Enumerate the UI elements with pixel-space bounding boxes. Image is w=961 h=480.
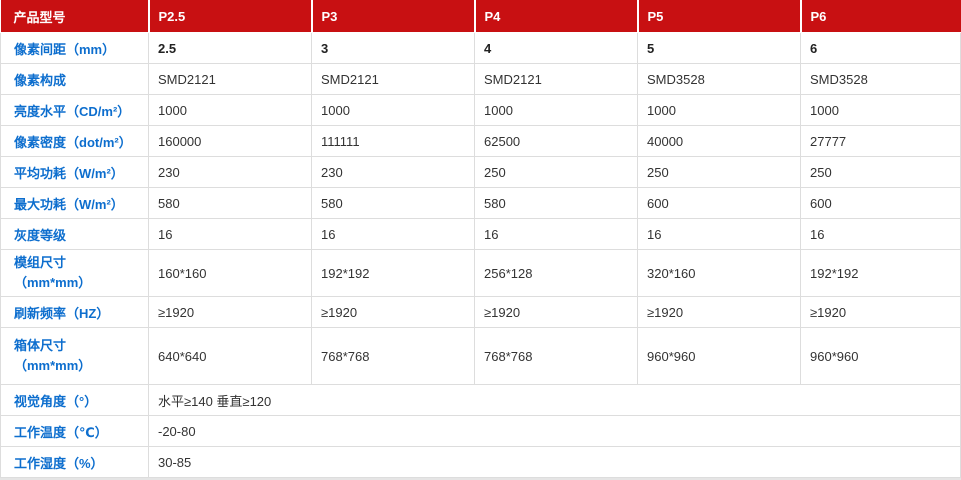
table-cell: 16 <box>800 218 961 250</box>
table-cell: 250 <box>637 156 801 188</box>
table-cell: 16 <box>311 218 475 250</box>
table-cell: 1000 <box>474 94 638 126</box>
row-label: 刷新频率（HZ） <box>0 296 149 328</box>
table-cell: ≥1920 <box>474 296 638 328</box>
table-cell: ≥1920 <box>148 296 312 328</box>
row-pixel-composition: 像素构成 SMD2121 SMD2121 SMD2121 SMD3528 SMD… <box>0 63 961 95</box>
row-module-size: 模组尺寸 （mm*mm） 160*160 192*192 256*128 320… <box>0 249 961 297</box>
table-cell: 27777 <box>800 125 961 157</box>
table-cell: ≥1920 <box>311 296 475 328</box>
header-col-p6: P6 <box>800 0 961 33</box>
table-cell: 62500 <box>474 125 638 157</box>
row-label: 亮度水平（CD/m²） <box>0 94 149 126</box>
row-label: 模组尺寸 （mm*mm） <box>0 249 149 297</box>
table-cell: 1000 <box>311 94 475 126</box>
table-cell: 580 <box>311 187 475 219</box>
table-cell: 192*192 <box>311 249 475 297</box>
table-cell: 230 <box>311 156 475 188</box>
row-viewing-angle: 视觉角度（°） 水平≥140 垂直≥120 <box>0 384 961 416</box>
table-cell: 192*192 <box>800 249 961 297</box>
row-label: 像素构成 <box>0 63 149 95</box>
table-cell: 4 <box>474 32 638 64</box>
table-cell: 600 <box>637 187 801 219</box>
table-cell: 16 <box>637 218 801 250</box>
row-label: 视觉角度（°） <box>0 384 149 416</box>
table-cell: SMD3528 <box>800 63 961 95</box>
table-cell: SMD2121 <box>148 63 312 95</box>
table-cell: 600 <box>800 187 961 219</box>
row-label: 像素间距（mm） <box>0 32 149 64</box>
page-bottom-strip <box>0 478 961 480</box>
row-operating-temperature: 工作温度（℃） -20-80 <box>0 415 961 447</box>
table-cell: 1000 <box>637 94 801 126</box>
table-cell: 2.5 <box>148 32 312 64</box>
table-cell: SMD3528 <box>637 63 801 95</box>
row-refresh-rate: 刷新频率（HZ） ≥1920 ≥1920 ≥1920 ≥1920 ≥1920 <box>0 296 961 328</box>
row-grayscale: 灰度等级 16 16 16 16 16 <box>0 218 961 250</box>
table-header-row: 产品型号 P2.5 P3 P4 P5 P6 <box>0 0 961 33</box>
row-operating-humidity: 工作湿度（%） 30-85 <box>0 446 961 478</box>
header-product-model: 产品型号 <box>0 0 150 33</box>
row-label: 最大功耗（W/m²） <box>0 187 149 219</box>
table-cell: 5 <box>637 32 801 64</box>
header-col-p5: P5 <box>637 0 802 33</box>
table-cell: 320*160 <box>637 249 801 297</box>
table-cell: 160*160 <box>148 249 312 297</box>
table-cell: 250 <box>800 156 961 188</box>
row-label: 工作温度（℃） <box>0 415 149 447</box>
table-cell-span: 水平≥140 垂直≥120 <box>148 384 961 416</box>
row-label: 工作湿度（%） <box>0 446 149 478</box>
table-cell: 580 <box>474 187 638 219</box>
row-max-power: 最大功耗（W/m²） 580 580 580 600 600 <box>0 187 961 219</box>
row-label: 灰度等级 <box>0 218 149 250</box>
table-cell: 230 <box>148 156 312 188</box>
table-cell: 40000 <box>637 125 801 157</box>
table-cell: ≥1920 <box>800 296 961 328</box>
row-brightness: 亮度水平（CD/m²） 1000 1000 1000 1000 1000 <box>0 94 961 126</box>
table-cell: 256*128 <box>474 249 638 297</box>
row-label-line2: （mm*mm） <box>14 358 92 373</box>
table-cell: 960*960 <box>800 327 961 385</box>
row-avg-power: 平均功耗（W/m²） 230 230 250 250 250 <box>0 156 961 188</box>
row-label: 平均功耗（W/m²） <box>0 156 149 188</box>
row-cabinet-size: 箱体尺寸 （mm*mm） 640*640 768*768 768*768 960… <box>0 327 961 385</box>
table-cell: 6 <box>800 32 961 64</box>
table-cell: 111111 <box>311 125 475 157</box>
table-cell: 3 <box>311 32 475 64</box>
table-cell: 768*768 <box>474 327 638 385</box>
table-cell: SMD2121 <box>474 63 638 95</box>
row-label-line2: （mm*mm） <box>14 275 92 290</box>
header-col-p4: P4 <box>474 0 639 33</box>
table-cell-span: -20-80 <box>148 415 961 447</box>
header-col-p2-5: P2.5 <box>148 0 313 33</box>
table-cell: 1000 <box>800 94 961 126</box>
row-pixel-density: 像素密度（dot/m²） 160000 111111 62500 40000 2… <box>0 125 961 157</box>
row-label: 箱体尺寸 （mm*mm） <box>0 327 149 385</box>
row-label-line1: 箱体尺寸 <box>14 338 67 353</box>
table-cell: 960*960 <box>637 327 801 385</box>
table-cell: 160000 <box>148 125 312 157</box>
table-cell-span: 30-85 <box>148 446 961 478</box>
table-cell: 16 <box>474 218 638 250</box>
row-label: 像素密度（dot/m²） <box>0 125 149 157</box>
table-cell: 16 <box>148 218 312 250</box>
table-cell: ≥1920 <box>637 296 801 328</box>
table-cell: 640*640 <box>148 327 312 385</box>
row-pixel-pitch: 像素间距（mm） 2.5 3 4 5 6 <box>0 32 961 64</box>
table-cell: SMD2121 <box>311 63 475 95</box>
header-col-p3: P3 <box>311 0 476 33</box>
table-cell: 250 <box>474 156 638 188</box>
table-cell: 768*768 <box>311 327 475 385</box>
table-cell: 580 <box>148 187 312 219</box>
table-cell: 1000 <box>148 94 312 126</box>
row-label-line1: 模组尺寸 <box>14 255 67 270</box>
